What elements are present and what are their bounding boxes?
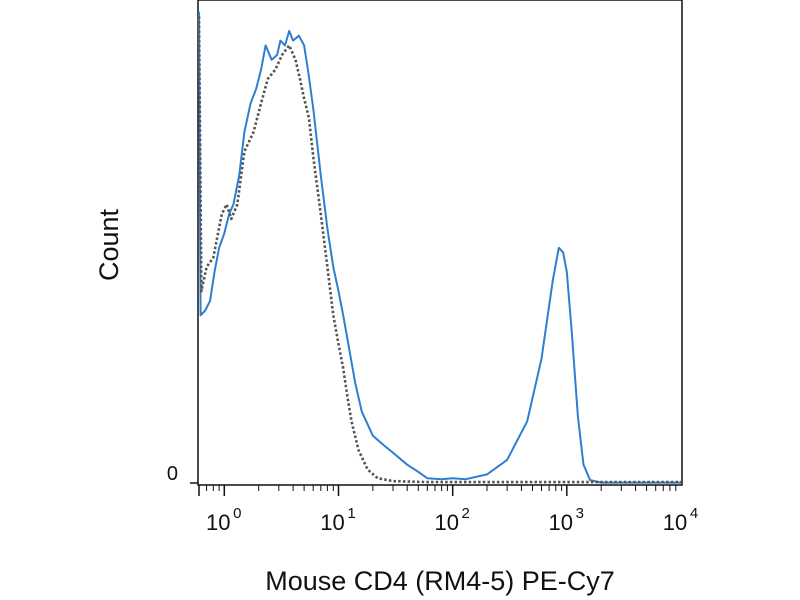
y-tick-label: 0	[167, 463, 178, 485]
y-axis-ticks: 0	[167, 463, 198, 485]
x-axis-ticks: 10 0 10 1 10 2 10 3 10 4	[198, 485, 698, 535]
x-tick-label: 10	[663, 510, 687, 535]
plot-frame	[197, 0, 683, 486]
x-tick-label: 10	[549, 510, 573, 535]
series-layer	[197, 11, 681, 484]
series-line-control	[197, 16, 681, 484]
x-tick-exponent: 3	[576, 505, 584, 522]
x-tick-exponent: 2	[462, 505, 470, 522]
x-tick-label: 10	[206, 510, 230, 535]
x-tick-label: 10	[320, 510, 344, 535]
x-tick-exponent: 4	[690, 505, 698, 522]
x-tick-exponent: 0	[233, 505, 241, 522]
y-axis-label: Count	[94, 208, 124, 281]
series-line-stained	[198, 11, 681, 484]
x-axis-label: Mouse CD4 (RM4-5) PE-Cy7	[265, 566, 615, 596]
x-tick-label: 10	[434, 510, 458, 535]
x-tick-exponent: 1	[347, 505, 355, 522]
